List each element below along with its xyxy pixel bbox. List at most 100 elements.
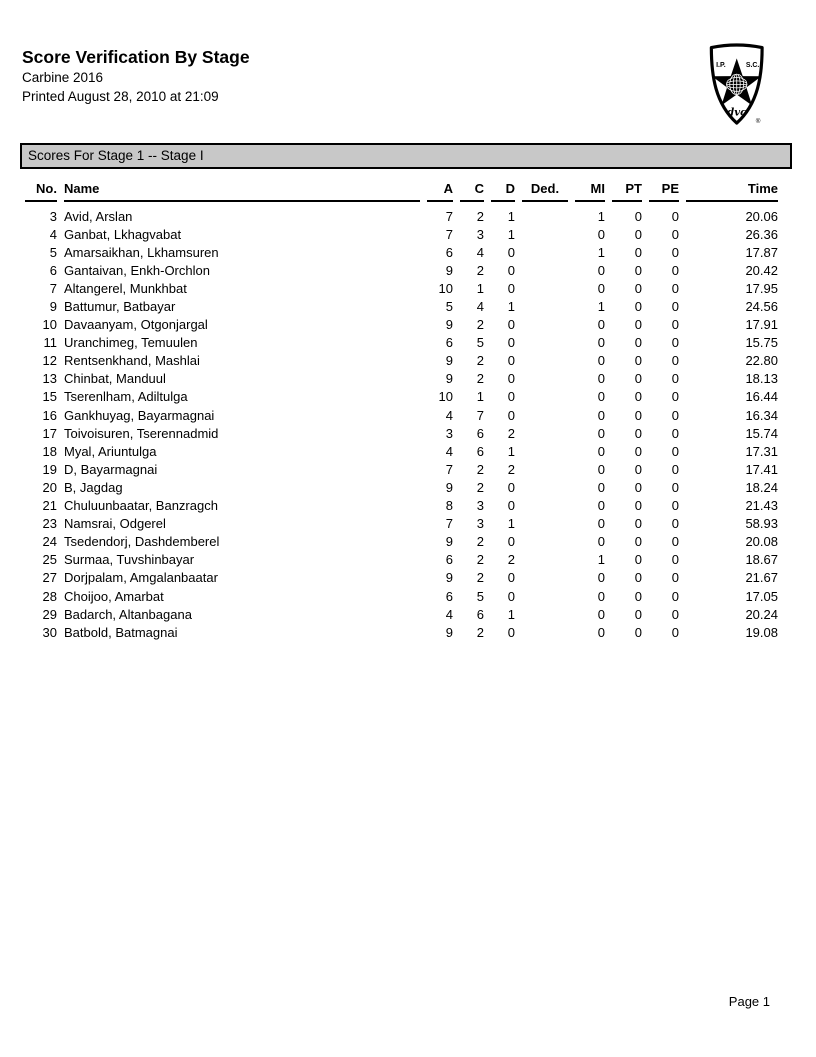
cell-time: 21.67 bbox=[745, 570, 778, 586]
column-header-mi: MI bbox=[575, 180, 605, 202]
column-header-name: Name bbox=[64, 180, 420, 202]
cell-pt: 0 bbox=[634, 624, 642, 640]
cell-mi: 0 bbox=[597, 570, 605, 586]
cell-pt: 0 bbox=[634, 461, 642, 477]
cell-name: Myal, Ariuntulga bbox=[64, 443, 157, 459]
cell-pe: 0 bbox=[671, 371, 679, 387]
cell-time: 58.93 bbox=[745, 516, 778, 532]
cell-a: 6 bbox=[445, 244, 453, 260]
table-row: 21 Chuluunbaatar, Banzragch 8 3 0 0 0 0 21.43 bbox=[25, 497, 778, 515]
cell-pe: 0 bbox=[671, 317, 679, 333]
cell-no: 16 bbox=[42, 407, 57, 423]
report-title: Score Verification By Stage bbox=[22, 47, 250, 67]
cell-pe: 0 bbox=[671, 425, 679, 441]
cell-no: 17 bbox=[42, 425, 57, 441]
cell-a: 9 bbox=[445, 353, 453, 369]
cell-no: 23 bbox=[42, 516, 57, 532]
cell-ded bbox=[522, 243, 568, 261]
cell-c: 4 bbox=[476, 299, 484, 315]
cell-pe: 0 bbox=[671, 498, 679, 514]
table-row: 10 Davaanyam, Otgonjargal 9 2 0 0 0 0 17.91 bbox=[25, 316, 778, 334]
cell-d: 0 bbox=[507, 624, 515, 640]
table-row: 13 Chinbat, Manduul 9 2 0 0 0 0 18.13 bbox=[25, 370, 778, 388]
column-header-d: D bbox=[491, 180, 515, 202]
scores-table-body: 3 Avid, Arslan 7 2 1 1 0 0 20.06 4 Ganbat, Lkhagva… bbox=[25, 202, 778, 641]
cell-c: 2 bbox=[476, 534, 484, 550]
cell-pt: 0 bbox=[634, 479, 642, 495]
cell-time: 18.13 bbox=[745, 371, 778, 387]
cell-mi: 0 bbox=[597, 280, 605, 296]
table-row: 7 Altangerel, Munkhbat 10 1 0 0 0 0 17.95 bbox=[25, 279, 778, 297]
cell-c: 4 bbox=[476, 244, 484, 260]
cell-c: 5 bbox=[476, 335, 484, 351]
cell-ded bbox=[522, 460, 568, 478]
cell-no: 18 bbox=[42, 443, 57, 459]
cell-c: 3 bbox=[476, 516, 484, 532]
registered-mark: ® bbox=[756, 117, 761, 125]
cell-a: 9 bbox=[445, 570, 453, 586]
table-row: 24 Tsedendorj, Dashdemberel 9 2 0 0 0 0 20.08 bbox=[25, 533, 778, 551]
column-header-pe: PE bbox=[649, 180, 679, 202]
cell-pe: 0 bbox=[671, 479, 679, 495]
cell-mi: 0 bbox=[597, 606, 605, 622]
cell-ded bbox=[522, 297, 568, 315]
cell-pe: 0 bbox=[671, 570, 679, 586]
cell-c: 6 bbox=[476, 443, 484, 459]
logo-text-sc: S.C. bbox=[746, 62, 760, 69]
cell-mi: 0 bbox=[597, 371, 605, 387]
cell-pe: 0 bbox=[671, 389, 679, 405]
scores-table-header-row: No. Name A C D Ded. MI PT PE Time bbox=[25, 180, 778, 202]
cell-ded bbox=[522, 497, 568, 515]
cell-ded bbox=[522, 569, 568, 587]
cell-name: Batbold, Batmagnai bbox=[64, 624, 178, 640]
cell-d: 0 bbox=[507, 371, 515, 387]
cell-a: 9 bbox=[445, 262, 453, 278]
cell-pe: 0 bbox=[671, 588, 679, 604]
cell-ded bbox=[522, 370, 568, 388]
cell-pe: 0 bbox=[671, 606, 679, 622]
table-row: 3 Avid, Arslan 7 2 1 1 0 0 20.06 bbox=[25, 202, 778, 225]
cell-d: 0 bbox=[507, 353, 515, 369]
cell-pt: 0 bbox=[634, 371, 642, 387]
cell-time: 16.44 bbox=[745, 389, 778, 405]
cell-c: 6 bbox=[476, 606, 484, 622]
cell-mi: 0 bbox=[597, 425, 605, 441]
cell-d: 0 bbox=[507, 534, 515, 550]
cell-time: 17.31 bbox=[745, 443, 778, 459]
cell-c: 7 bbox=[476, 407, 484, 423]
table-row: 4 Ganbat, Lkhagvabat 7 3 1 0 0 0 26.36 bbox=[25, 225, 778, 243]
cell-name: Toivoisuren, Tserennadmid bbox=[64, 425, 219, 441]
cell-c: 1 bbox=[476, 389, 484, 405]
cell-name: Altangerel, Munkhbat bbox=[64, 280, 187, 296]
cell-pt: 0 bbox=[634, 262, 642, 278]
cell-no: 21 bbox=[42, 498, 57, 514]
cell-no: 13 bbox=[42, 371, 57, 387]
cell-a: 6 bbox=[445, 588, 453, 604]
cell-mi: 0 bbox=[597, 498, 605, 514]
cell-ded bbox=[522, 551, 568, 569]
cell-a: 5 bbox=[445, 299, 453, 315]
cell-time: 15.74 bbox=[745, 425, 778, 441]
cell-name: Rentsenkhand, Mashlai bbox=[64, 353, 200, 369]
cell-time: 18.24 bbox=[745, 479, 778, 495]
table-row: 29 Badarch, Altanbagana 4 6 1 0 0 0 20.24 bbox=[25, 605, 778, 623]
cell-a: 7 bbox=[445, 226, 453, 242]
cell-time: 17.91 bbox=[745, 317, 778, 333]
cell-d: 1 bbox=[507, 299, 515, 315]
cell-name: Surmaa, Tuvshinbayar bbox=[64, 552, 195, 568]
cell-pt: 0 bbox=[634, 443, 642, 459]
cell-pt: 0 bbox=[634, 606, 642, 622]
cell-a: 4 bbox=[445, 443, 453, 459]
cell-pe: 0 bbox=[671, 226, 679, 242]
cell-name: Gankhuyag, Bayarmagnai bbox=[64, 407, 215, 423]
cell-name: Badarch, Altanbagana bbox=[64, 606, 192, 622]
cell-ded bbox=[522, 623, 568, 641]
cell-name: Tsedendorj, Dashdemberel bbox=[64, 534, 220, 550]
cell-ded bbox=[522, 225, 568, 243]
cell-d: 0 bbox=[507, 498, 515, 514]
cell-pt: 0 bbox=[634, 425, 642, 441]
cell-c: 2 bbox=[476, 479, 484, 495]
cell-time: 22.80 bbox=[745, 353, 778, 369]
cell-c: 2 bbox=[476, 262, 484, 278]
cell-no: 5 bbox=[49, 244, 57, 260]
